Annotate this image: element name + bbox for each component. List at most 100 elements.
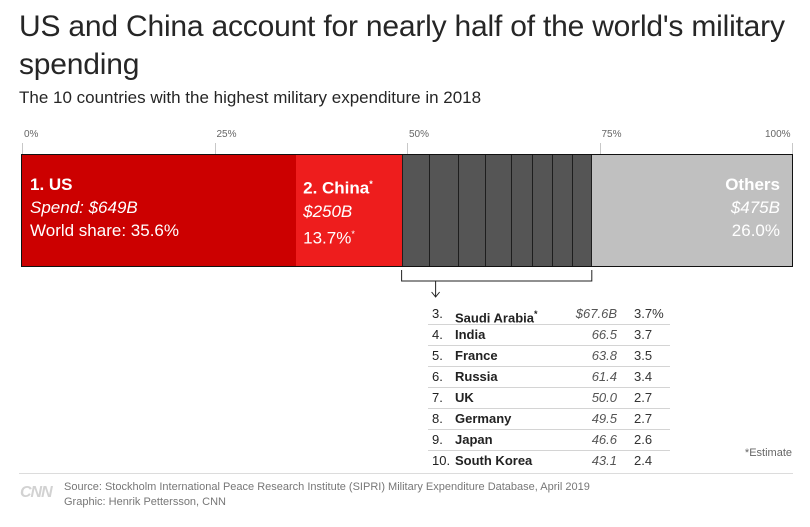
row-rank: 9. <box>432 432 443 447</box>
row-spend: 46.6 <box>591 432 617 447</box>
table-row: 5. France 63.8 3.5 <box>428 346 670 367</box>
row-country: South Korea <box>455 451 532 471</box>
segment-share: 26.0% <box>731 221 780 240</box>
row-country-name: UK <box>455 390 474 405</box>
row-spend: 43.1 <box>591 453 617 468</box>
segment-china: 2. China* $250B 13.7%* <box>296 155 402 266</box>
segment-share-text: 13.7% <box>303 228 352 248</box>
segment-label-others: Others $475B 26.0% <box>725 173 780 242</box>
row-rank: 10. <box>432 453 451 468</box>
table-row: 3. Saudi Arabia* $67.6B 3.7% <box>428 304 670 325</box>
segment-japan <box>553 155 574 266</box>
chart-title: US and China account for nearly half of … <box>19 10 785 81</box>
tick-label: 0% <box>24 129 39 140</box>
credit-text: Graphic: Henrik Pettersson, CNN <box>64 496 226 508</box>
row-share: 3.4 <box>634 369 653 384</box>
row-rank: 6. <box>432 369 443 384</box>
estimate-mark: * <box>533 309 538 319</box>
segment-share: 13.7%* <box>303 223 373 250</box>
row-spend: 63.8 <box>591 348 617 363</box>
row-country-name: South Korea <box>455 453 533 468</box>
row-rank: 5. <box>432 348 443 363</box>
row-country-name: Japan <box>455 432 493 447</box>
row-country: Russia <box>455 367 498 387</box>
estimate-mark: * <box>369 179 373 189</box>
table-row: 9. Japan 46.6 2.6 <box>428 430 670 451</box>
row-country: UK <box>455 388 474 408</box>
tick-label: 25% <box>216 129 237 140</box>
stacked-bar: 1. US Spend: $649B World share: 35.6% 2. Ch… <box>21 154 793 267</box>
segment-france <box>458 155 486 266</box>
row-share: 2.4 <box>634 453 653 468</box>
tick-line <box>792 143 793 154</box>
segment-uk <box>511 155 533 266</box>
footer-divider <box>19 473 793 474</box>
group-bracket <box>401 270 593 298</box>
segment-label-china: 2. China* $250B 13.7%* <box>303 173 373 249</box>
row-share: 3.5 <box>634 348 653 363</box>
row-country-name: Saudi Arabia <box>455 310 534 326</box>
cnn-logo: CNN <box>20 484 53 501</box>
row-country-name: Russia <box>455 369 498 384</box>
row-share: 3.7% <box>634 306 664 321</box>
row-country: Saudi Arabia* <box>455 304 538 328</box>
segment-us: 1. US Spend: $649B World share: 35.6% <box>22 155 297 266</box>
segment-india <box>430 155 459 266</box>
tick-label: 50% <box>409 129 430 140</box>
bracket-line <box>401 270 593 282</box>
segment-name: Others <box>725 175 780 194</box>
table-row: 4. India 66.5 3.7 <box>428 325 670 346</box>
row-rank: 7. <box>432 390 443 405</box>
tick-line <box>22 143 23 154</box>
row-rank: 8. <box>432 411 443 426</box>
table-row: 10. South Korea 43.1 2.4 <box>428 451 670 471</box>
tick-line <box>407 143 408 154</box>
segment-name: 1. US <box>30 173 179 196</box>
tick-line <box>599 143 601 154</box>
row-rank: 4. <box>432 327 443 342</box>
segment-share-text: World share: 35.6% <box>30 221 179 240</box>
segment-share: World share: 35.6% <box>30 219 179 242</box>
segment-others: Others $475B 26.0% <box>591 155 792 266</box>
segment-name-text: 2. China <box>303 178 370 198</box>
source-text: Source: Stockholm International Peace Re… <box>64 481 590 493</box>
row-country: France <box>455 346 498 366</box>
row-country-name: India <box>455 327 486 342</box>
source-block: Source: Stockholm International Peace Re… <box>64 480 590 510</box>
row-spend: 49.5 <box>591 411 617 426</box>
row-spend: $67.6B <box>575 306 617 321</box>
row-country-name: Germany <box>455 411 512 426</box>
row-country-name: France <box>455 348 498 363</box>
table-row: 8. Germany 49.5 2.7 <box>428 409 670 430</box>
segment-germany <box>532 155 554 266</box>
tick-line <box>214 143 216 154</box>
row-share: 2.7 <box>634 411 653 426</box>
country-table: 3. Saudi Arabia* $67.6B 3.7% 4. India 66.5 3.7 5… <box>428 304 670 471</box>
segment-saudi-arabia <box>401 155 431 266</box>
row-spend: 66.5 <box>591 327 617 342</box>
row-share: 2.6 <box>634 432 653 447</box>
segment-russia <box>485 155 512 266</box>
row-rank: 3. <box>432 306 443 321</box>
row-country: India <box>455 325 485 345</box>
segment-spend: $475B <box>730 198 780 217</box>
tick-label: 75% <box>601 129 622 140</box>
table-row: 7. UK 50.0 2.7 <box>428 388 670 409</box>
segment-spend: Spend: $649B <box>30 198 138 217</box>
segment-spend: $250B <box>303 201 353 221</box>
estimate-note: *Estimate <box>744 447 792 459</box>
chart-subtitle: The 10 countries with the highest milita… <box>19 88 482 107</box>
row-spend: 50.0 <box>591 390 617 405</box>
row-share: 2.7 <box>634 390 653 405</box>
table-row: 6. Russia 61.4 3.4 <box>428 367 670 388</box>
arrow-down-icon <box>431 281 441 298</box>
row-country: Japan <box>455 430 493 450</box>
row-country: Germany <box>455 409 511 429</box>
segment-label-us: 1. US Spend: $649B World share: 35.6% <box>30 173 179 242</box>
tick-label: 100% <box>765 129 791 140</box>
estimate-mark: * <box>351 228 355 239</box>
segment-name-text: 1. US <box>30 175 73 194</box>
row-spend: 61.4 <box>591 369 617 384</box>
segment-south-korea <box>573 155 592 266</box>
row-share: 3.7 <box>634 327 653 342</box>
